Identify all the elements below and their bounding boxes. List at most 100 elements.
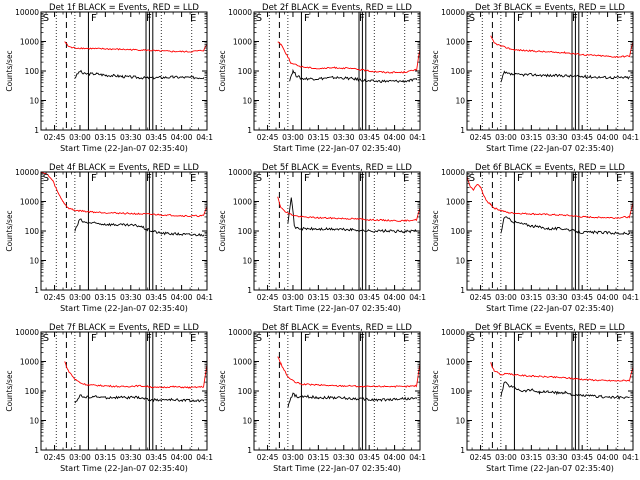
panel-title: Det 5f BLACK = Events, RED = LLD <box>262 163 412 173</box>
y-tick-label: 100 <box>25 227 40 236</box>
segment-label: E <box>190 333 196 344</box>
x-tick-label: 04:00 <box>384 133 406 142</box>
x-tick-label: 04:00 <box>384 453 406 462</box>
segment-label: S <box>43 333 49 344</box>
events-trace <box>500 216 631 236</box>
x-tick-label: 03:15 <box>308 453 330 462</box>
x-tick-label: 03:15 <box>95 133 117 142</box>
plot-frame <box>40 11 208 131</box>
panel-title: Det 2f BLACK = Events, RED = LLD <box>262 3 412 13</box>
x-tick-label: 03:45 <box>571 133 593 142</box>
x-tick-label: 03:00 <box>282 453 304 462</box>
x-axis-title: Start Time (22-Jan-07 02:35:40) <box>273 304 401 313</box>
plot-frame <box>466 331 634 451</box>
segment-label: E <box>616 333 622 344</box>
x-tick-label: 02:45 <box>470 453 492 462</box>
y-tick-label: 10 <box>455 257 465 266</box>
y-tick-label: 10000 <box>228 328 252 337</box>
events-trace <box>287 392 418 408</box>
x-tick-label: 04:15 <box>622 453 639 462</box>
x-tick-label: 03:30 <box>120 133 142 142</box>
plot-area <box>481 332 633 450</box>
plot-frame <box>466 11 634 131</box>
y-tick-label: 10 <box>29 97 39 106</box>
y-axis-title: Counts/sec <box>5 50 14 91</box>
x-tick-label: 02:45 <box>470 133 492 142</box>
x-tick-label: 04:00 <box>384 293 406 302</box>
events-trace <box>500 70 631 83</box>
lld-trace <box>490 362 633 382</box>
x-tick-label: 03:45 <box>358 293 380 302</box>
lld-trace <box>467 175 633 219</box>
x-tick-label: 02:45 <box>44 453 66 462</box>
x-tick-label: 03:45 <box>145 453 167 462</box>
x-axis-title: Start Time (22-Jan-07 02:35:40) <box>60 304 188 313</box>
segment-label: F <box>572 333 578 344</box>
x-tick-label: 03:45 <box>571 453 593 462</box>
y-tick-label: 10 <box>29 257 39 266</box>
x-tick-label: 02:45 <box>257 453 279 462</box>
x-axis-title: Start Time (22-Jan-07 02:35:40) <box>273 144 401 153</box>
segment-label: F <box>359 13 365 24</box>
plot-frame <box>253 11 421 131</box>
plot-area <box>268 12 420 130</box>
events-trace <box>74 69 205 80</box>
x-tick-label: 03:15 <box>95 293 117 302</box>
segment-label: F <box>304 13 310 24</box>
x-tick-label: 03:00 <box>495 453 517 462</box>
lld-trace <box>277 356 420 388</box>
y-tick-label: 10 <box>242 257 252 266</box>
segment-label: S <box>469 173 475 184</box>
segment-label: E <box>403 333 409 344</box>
y-tick-label: 100 <box>25 67 40 76</box>
x-tick-label: 03:15 <box>308 133 330 142</box>
lld-trace <box>41 172 207 218</box>
x-axis-title: Start Time (22-Jan-07 02:35:40) <box>486 304 614 313</box>
x-tick-label: 03:30 <box>120 453 142 462</box>
x-tick-label: 03:45 <box>358 133 380 142</box>
x-tick-label: 03:00 <box>69 133 91 142</box>
y-axis-title: Counts/sec <box>5 210 14 251</box>
panel-title: Det 8f BLACK = Events, RED = LLD <box>262 323 412 333</box>
x-tick-label: 02:45 <box>44 133 66 142</box>
plot-area <box>268 172 420 290</box>
y-tick-label: 1000 <box>446 38 465 47</box>
y-tick-label: 10 <box>242 417 252 426</box>
y-tick-label: 1000 <box>446 358 465 367</box>
plot-frame <box>253 331 421 451</box>
y-tick-label: 1000 <box>233 198 252 207</box>
plot-area <box>467 172 633 290</box>
lld-trace <box>64 361 207 389</box>
segment-label: E <box>403 173 409 184</box>
y-tick-label: 100 <box>238 227 253 236</box>
x-tick-label: 03:15 <box>521 133 543 142</box>
y-axis-title: Counts/sec <box>5 370 14 411</box>
y-tick-label: 10 <box>455 417 465 426</box>
x-tick-label: 03:30 <box>333 293 355 302</box>
y-tick-label: 10 <box>455 97 465 106</box>
segment-label: F <box>517 173 523 184</box>
x-tick-label: 03:00 <box>282 133 304 142</box>
y-tick-label: 100 <box>238 67 253 76</box>
y-axis-title: Counts/sec <box>431 50 440 91</box>
y-tick-label: 10000 <box>15 8 39 17</box>
x-tick-label: 02:45 <box>257 133 279 142</box>
x-tick-label: 04:00 <box>171 293 193 302</box>
x-axis-title: Start Time (22-Jan-07 02:35:40) <box>486 464 614 473</box>
segment-label: S <box>256 333 262 344</box>
events-trace <box>289 68 418 84</box>
panel-title: Det 6f BLACK = Events, RED = LLD <box>475 163 625 173</box>
x-tick-label: 04:00 <box>171 453 193 462</box>
segment-label: F <box>359 173 365 184</box>
y-axis-title: Counts/sec <box>431 210 440 251</box>
x-tick-label: 02:45 <box>470 293 492 302</box>
x-tick-label: 03:15 <box>308 293 330 302</box>
segment-label: E <box>403 13 409 24</box>
y-tick-label: 1 <box>34 286 39 295</box>
x-tick-label: 03:45 <box>145 133 167 142</box>
segment-label: E <box>190 13 196 24</box>
